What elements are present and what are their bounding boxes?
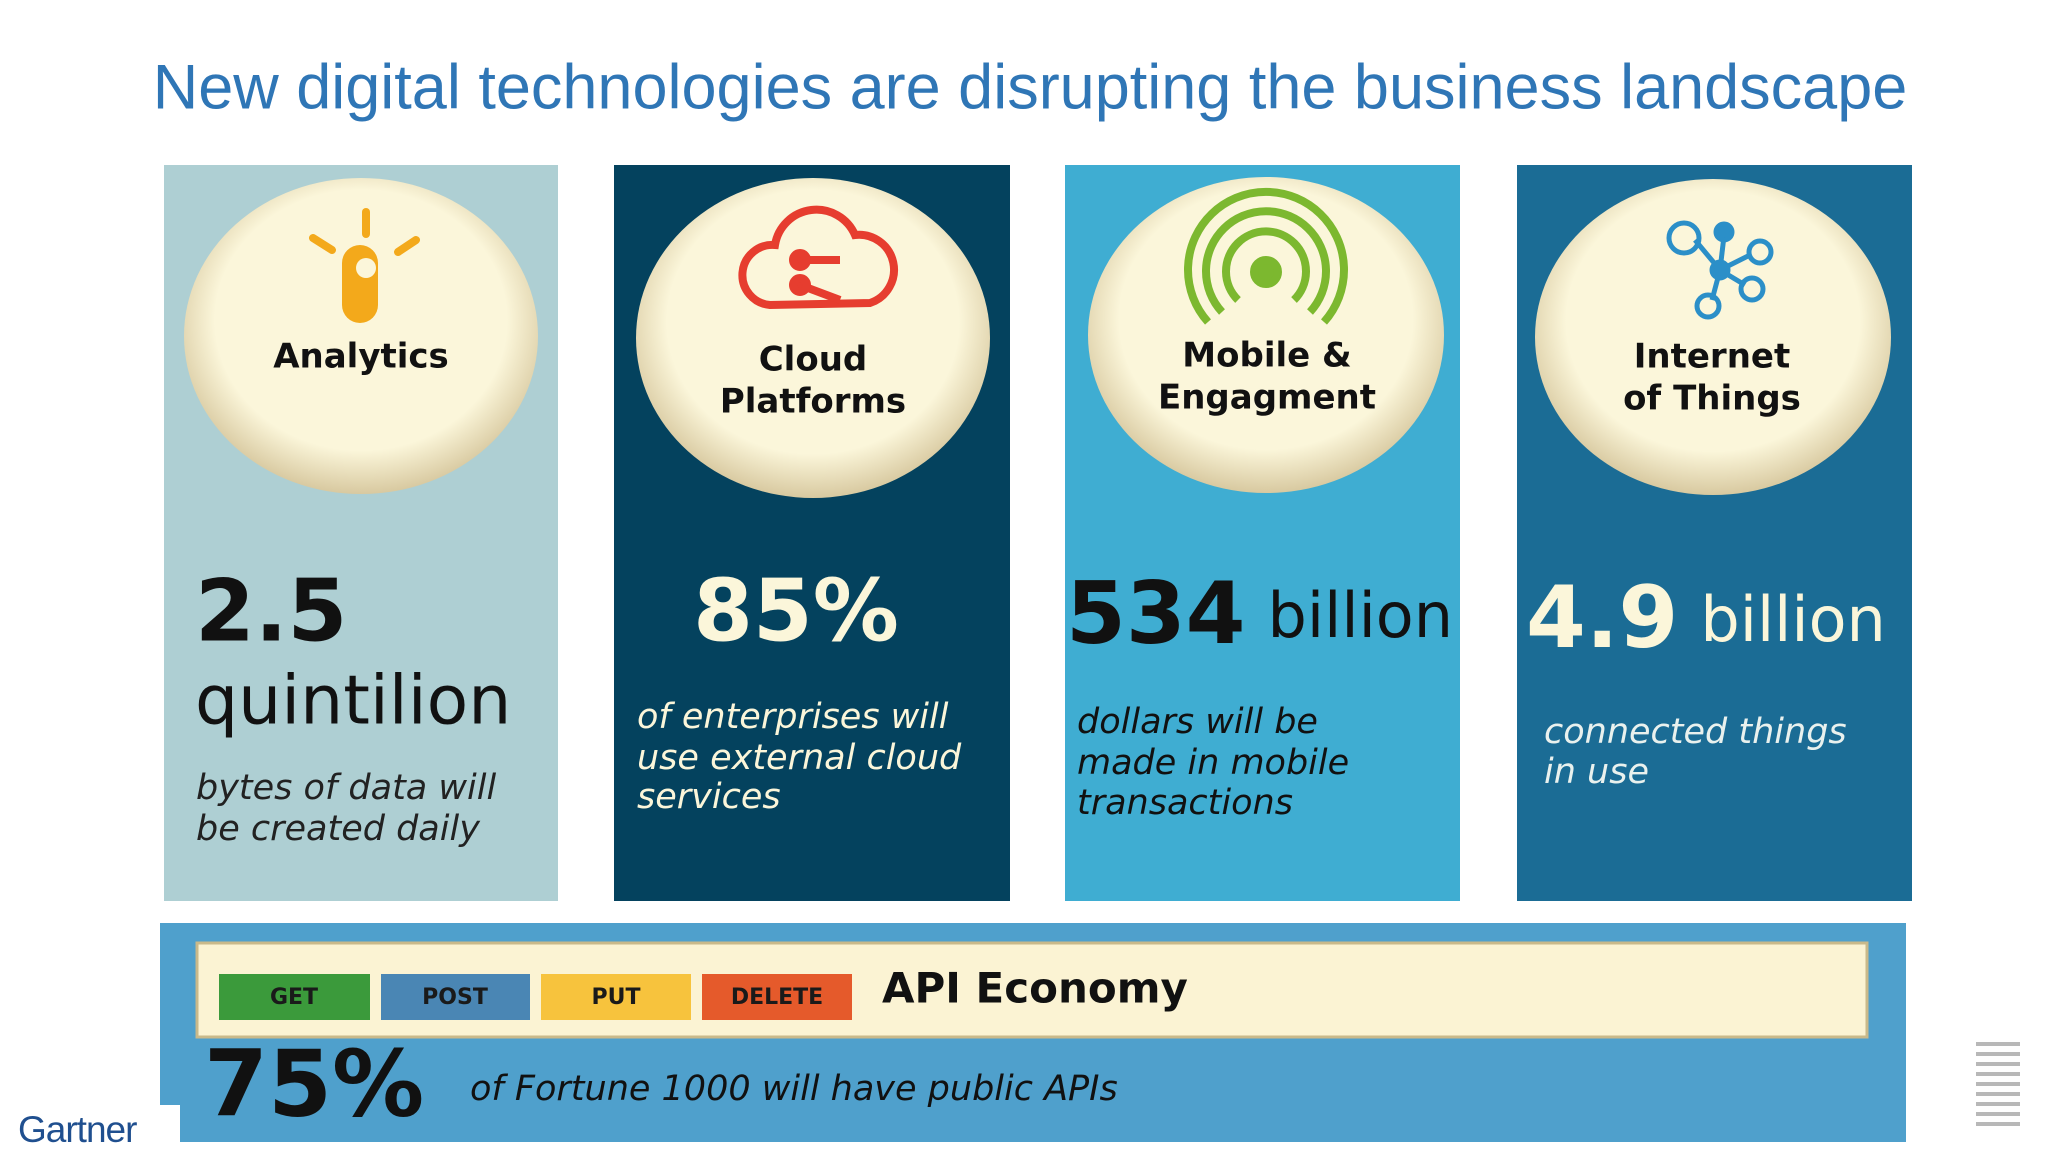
mobile-icon bbox=[1184, 187, 1348, 325]
panel-label: Engagment bbox=[1158, 378, 1376, 418]
gartner-logo: Gartner bbox=[18, 1109, 137, 1150]
logo-bg bbox=[0, 1105, 180, 1152]
panel-circle bbox=[1535, 179, 1891, 495]
panel-description: services bbox=[637, 777, 781, 817]
panel-description: bytes of data will bbox=[196, 768, 496, 808]
panel-description: of enterprises will bbox=[637, 697, 949, 737]
analytics-icon bbox=[309, 208, 420, 323]
api-title: API Economy bbox=[882, 964, 1188, 1013]
panel-figure: 2.5 bbox=[195, 561, 347, 661]
panel-circle bbox=[636, 178, 990, 498]
panel-figure-line: 534 billion bbox=[1066, 564, 1453, 664]
panel-description: transactions bbox=[1077, 783, 1293, 823]
panel-unit: quintilion bbox=[195, 662, 511, 741]
panel-description: use external cloud bbox=[637, 738, 962, 778]
panel-label: of Things bbox=[1623, 379, 1801, 419]
api-description: of Fortune 1000 will have public APIs bbox=[470, 1069, 1118, 1109]
panel-label: Analytics bbox=[273, 337, 449, 377]
panel-circle bbox=[184, 178, 538, 494]
panel-figure: 534 bbox=[1066, 564, 1246, 664]
panel-description: connected things bbox=[1544, 712, 1847, 752]
method-label: POST bbox=[422, 985, 488, 1010]
panel-unit: billion bbox=[1700, 583, 1886, 656]
panel-label: Platforms bbox=[720, 382, 906, 422]
method-button bbox=[541, 974, 691, 1020]
method-label: GET bbox=[270, 985, 318, 1010]
method-label: PUT bbox=[592, 985, 641, 1010]
method-button bbox=[702, 974, 852, 1020]
panel-label: Mobile & bbox=[1182, 336, 1351, 376]
ibm-logo bbox=[1976, 1042, 2020, 1126]
api-figure: 75% bbox=[204, 1030, 424, 1137]
panel-circle bbox=[1088, 177, 1444, 493]
panel-description: in use bbox=[1544, 752, 1649, 792]
panel-label: Cloud bbox=[759, 340, 868, 380]
panel-label: Internet bbox=[1634, 337, 1790, 377]
panel-figure: 4.9 bbox=[1526, 568, 1678, 668]
panel-description: be created daily bbox=[196, 809, 481, 849]
panel-figure: 85% bbox=[693, 561, 899, 661]
cloud-icon bbox=[738, 205, 899, 310]
panel-figure-line: 4.9 billion bbox=[1526, 568, 1886, 668]
method-button bbox=[219, 974, 370, 1020]
iot-icon bbox=[1666, 220, 1774, 320]
method-label: DELETE bbox=[731, 985, 823, 1010]
panel-description: dollars will be bbox=[1077, 702, 1318, 742]
panel-description: made in mobile bbox=[1077, 743, 1349, 783]
panel-unit: billion bbox=[1268, 579, 1454, 652]
method-button bbox=[381, 974, 530, 1020]
slide-title: New digital technologies are disrupting … bbox=[153, 53, 1908, 123]
